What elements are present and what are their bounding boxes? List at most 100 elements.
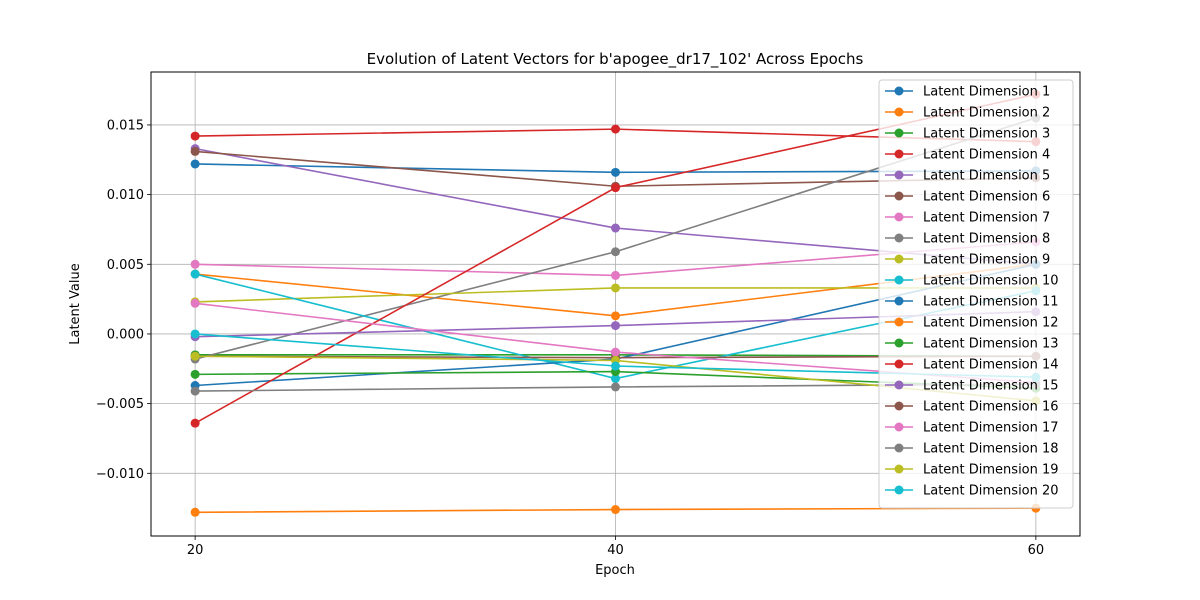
data-point: [611, 247, 620, 257]
data-point: [190, 259, 200, 269]
legend-marker: [894, 485, 904, 495]
legend-marker: [894, 128, 904, 138]
data-point: [190, 418, 200, 428]
data-point: [190, 351, 200, 361]
legend-label: Latent Dimension 7: [923, 211, 1050, 226]
legend-marker: [894, 401, 904, 411]
y-tick-label: −0.010: [96, 467, 144, 482]
x-tick-label: 60: [1028, 543, 1045, 558]
data-point: [190, 159, 200, 169]
legend-marker: [894, 296, 904, 306]
legend-label: Latent Dimension 4: [923, 148, 1050, 163]
data-point: [190, 507, 200, 517]
legend-label: Latent Dimension 3: [923, 127, 1050, 142]
legend-marker: [894, 254, 904, 264]
data-point: [611, 223, 620, 233]
legend-label: Latent Dimension 19: [923, 463, 1059, 478]
data-point: [611, 270, 620, 280]
legend-marker: [894, 86, 904, 96]
y-tick-label: 0.010: [107, 188, 144, 203]
legend-item: Latent Dimension 13: [885, 337, 1059, 352]
data-point: [611, 382, 620, 392]
legend-item: Latent Dimension 2: [885, 106, 1050, 121]
legend-label: Latent Dimension 18: [923, 442, 1059, 457]
data-point: [611, 321, 620, 331]
legend-label: Latent Dimension 10: [923, 274, 1059, 289]
legend-label: Latent Dimension 11: [923, 295, 1059, 310]
legend-marker: [894, 380, 904, 390]
legend-item: Latent Dimension 10: [885, 274, 1059, 289]
legend-marker: [894, 317, 904, 327]
data-point: [611, 283, 620, 293]
legend-label: Latent Dimension 6: [923, 190, 1050, 205]
x-tick-label: 20: [187, 543, 204, 558]
legend-item: Latent Dimension 19: [885, 463, 1059, 478]
legend-marker: [894, 191, 904, 201]
legend-item: Latent Dimension 1: [885, 85, 1050, 100]
data-point: [190, 131, 200, 141]
legend-item: Latent Dimension 14: [885, 358, 1059, 373]
y-tick-label: 0.015: [107, 118, 144, 133]
legend-item: Latent Dimension 16: [885, 400, 1059, 415]
data-point: [611, 347, 620, 357]
legend-label: Latent Dimension 5: [923, 169, 1050, 184]
y-tick-label: −0.005: [96, 397, 144, 412]
legend-item: Latent Dimension 15: [885, 379, 1059, 394]
x-axis-label: Epoch: [595, 563, 635, 578]
legend-marker: [894, 464, 904, 474]
legend-item: Latent Dimension 17: [885, 421, 1059, 436]
legend-label: Latent Dimension 15: [923, 379, 1059, 394]
legend-item: Latent Dimension 12: [885, 316, 1059, 331]
legend-item: Latent Dimension 5: [885, 169, 1050, 184]
legend-marker: [894, 359, 904, 369]
legend-item: Latent Dimension 9: [885, 253, 1050, 268]
legend-marker: [894, 212, 904, 222]
data-point: [190, 369, 200, 379]
data-point: [611, 311, 620, 321]
legend-item: Latent Dimension 4: [885, 148, 1050, 163]
legend-marker: [894, 149, 904, 159]
data-point: [190, 269, 200, 279]
data-point: [190, 329, 200, 339]
legend-label: Latent Dimension 16: [923, 400, 1059, 415]
legend-label: Latent Dimension 9: [923, 253, 1050, 268]
data-point: [611, 167, 620, 177]
data-point: [611, 124, 620, 134]
legend-label: Latent Dimension 8: [923, 232, 1050, 247]
legend-marker: [894, 233, 904, 243]
data-point: [190, 386, 200, 396]
legend-item: Latent Dimension 20: [885, 484, 1059, 499]
legend-marker: [894, 338, 904, 348]
legend-marker: [894, 107, 904, 117]
axis-ticks: 20 40 60 −0.010 −0.005 0.000 0.005 0.010 0.015: [96, 118, 1044, 558]
legend-label: Latent Dimension 13: [923, 337, 1059, 352]
x-tick-label: 40: [607, 543, 624, 558]
legend-box: [878, 79, 1074, 509]
data-point: [611, 505, 620, 515]
legend-marker: [894, 422, 904, 432]
data-point: [611, 183, 620, 193]
legend-label: Latent Dimension 12: [923, 316, 1059, 331]
legend-label: Latent Dimension 2: [923, 106, 1050, 121]
legend-label: Latent Dimension 20: [923, 484, 1059, 499]
legend-item: Latent Dimension 18: [885, 442, 1059, 457]
data-point: [190, 146, 200, 156]
legend-marker: [894, 170, 904, 180]
legend-item: Latent Dimension 3: [885, 127, 1050, 142]
legend: Latent Dimension 1 Latent Dimension 2 Late…: [878, 79, 1074, 509]
legend-item: Latent Dimension 8: [885, 232, 1050, 247]
y-tick-label: 0.005: [107, 258, 144, 273]
legend-item: Latent Dimension 6: [885, 190, 1050, 205]
legend-item: Latent Dimension 7: [885, 211, 1050, 226]
data-point: [611, 374, 620, 384]
y-axis-label: Latent Value: [68, 263, 83, 344]
legend-label: Latent Dimension 1: [923, 85, 1050, 100]
data-point: [611, 361, 620, 371]
legend-marker: [894, 443, 904, 453]
y-tick-label: 0.000: [107, 327, 144, 342]
legend-label: Latent Dimension 17: [923, 421, 1059, 436]
legend-item: Latent Dimension 11: [885, 295, 1059, 310]
chart-title: Evolution of Latent Vectors for b'apogee…: [367, 50, 864, 69]
data-point: [190, 298, 200, 308]
